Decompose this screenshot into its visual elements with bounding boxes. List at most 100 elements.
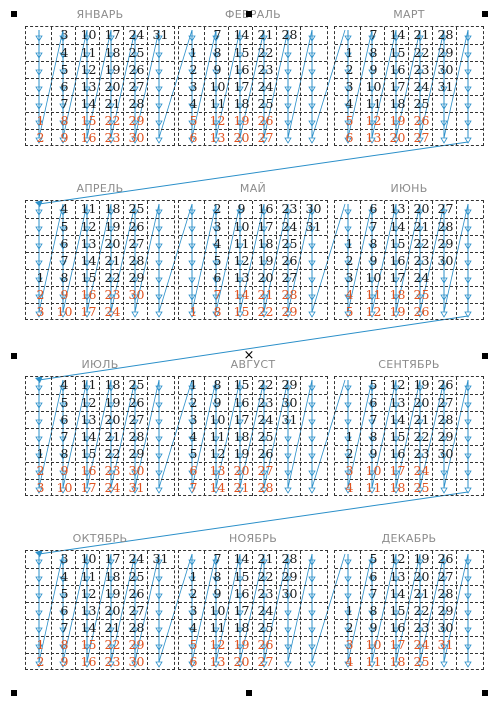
day-cell[interactable]: 29 [128, 270, 145, 285]
day-cell[interactable]: 14 [80, 96, 97, 111]
day-cell[interactable]: 13 [233, 270, 250, 285]
day-cell[interactable]: 6 [213, 270, 222, 285]
day-cell[interactable]: 24 [128, 551, 145, 566]
day-cell[interactable]: 2 [189, 62, 198, 77]
day-cell[interactable]: 14 [389, 412, 406, 427]
day-cell[interactable]: 17 [389, 79, 406, 94]
day-cell[interactable]: 7 [213, 287, 222, 302]
day-cell[interactable]: 15 [80, 113, 97, 128]
day-cell[interactable]: 13 [209, 463, 226, 478]
day-cell[interactable] [339, 377, 360, 393]
day-cell[interactable]: 9 [60, 130, 69, 145]
day-cell[interactable]: 15 [389, 236, 406, 251]
day-cell[interactable] [150, 429, 171, 445]
month-grid[interactable]: 3 10 17 24 31 4 11 18 25 5 12 19 26 6 13 20 27 7 14 21 28 1 8 1… [25, 26, 175, 146]
day-cell[interactable]: 23 [413, 620, 430, 635]
day-cell[interactable]: 20 [413, 395, 430, 410]
day-cell[interactable]: 18 [104, 45, 121, 60]
day-cell[interactable] [279, 79, 300, 95]
day-cell[interactable]: 20 [389, 130, 406, 145]
day-cell[interactable] [150, 586, 171, 602]
day-cell[interactable] [126, 304, 147, 320]
day-cell[interactable]: 9 [369, 253, 378, 268]
day-cell[interactable] [459, 45, 480, 61]
day-cell[interactable]: 24 [257, 79, 274, 94]
day-cell[interactable]: 9 [213, 586, 222, 601]
day-cell[interactable]: 28 [128, 253, 145, 268]
day-cell[interactable]: 14 [389, 219, 406, 234]
selection-handle-top-middle[interactable] [246, 11, 252, 17]
day-cell[interactable]: 18 [389, 96, 406, 111]
day-cell[interactable] [150, 287, 171, 303]
day-cell[interactable]: 22 [257, 304, 274, 319]
day-cell[interactable]: 9 [213, 62, 222, 77]
day-cell[interactable] [303, 96, 324, 112]
day-cell[interactable] [279, 130, 300, 146]
day-cell[interactable] [303, 130, 324, 146]
day-cell[interactable] [30, 201, 51, 217]
day-cell[interactable]: 24 [413, 270, 430, 285]
day-cell[interactable]: 10 [209, 412, 226, 427]
day-cell[interactable]: 27 [128, 79, 145, 94]
day-cell[interactable] [435, 480, 456, 496]
day-cell[interactable]: 13 [80, 236, 97, 251]
day-cell[interactable]: 19 [413, 377, 430, 392]
day-cell[interactable]: 4 [345, 287, 354, 302]
day-cell[interactable]: 18 [233, 620, 250, 635]
day-cell[interactable]: 26 [128, 219, 145, 234]
day-cell[interactable]: 21 [104, 620, 121, 635]
day-cell[interactable] [30, 377, 51, 393]
day-cell[interactable] [30, 620, 51, 636]
day-cell[interactable]: 21 [413, 586, 430, 601]
day-cell[interactable]: 30 [437, 620, 454, 635]
day-cell[interactable]: 8 [213, 304, 222, 319]
day-cell[interactable]: 14 [80, 429, 97, 444]
selection-handle-bottom-middle[interactable] [246, 690, 252, 696]
month-grid[interactable]: 7 14 21 28 1 8 15 22 2 9 16 23 3 10 17 24 4 11 18 25 5 12 19 26… [178, 26, 328, 146]
day-cell[interactable]: 9 [60, 463, 69, 478]
day-cell[interactable] [279, 96, 300, 112]
day-cell[interactable]: 18 [257, 236, 274, 251]
day-cell[interactable]: 5 [369, 377, 378, 392]
day-cell[interactable]: 10 [365, 463, 382, 478]
day-cell[interactable] [279, 603, 300, 619]
day-cell[interactable]: 8 [369, 45, 378, 60]
day-cell[interactable]: 23 [104, 463, 121, 478]
day-cell[interactable]: 22 [413, 236, 430, 251]
day-cell[interactable]: 22 [257, 45, 274, 60]
day-cell[interactable] [30, 79, 51, 95]
day-cell[interactable]: 5 [369, 551, 378, 566]
day-cell[interactable]: 19 [233, 113, 250, 128]
month-grid[interactable]: 2 9 16 23 30 3 10 17 24 31 4 11 18 25 5 12 19 26 6 13 20 27 7 1… [178, 200, 328, 320]
day-cell[interactable]: 24 [281, 219, 298, 234]
day-cell[interactable] [459, 637, 480, 653]
day-cell[interactable] [459, 446, 480, 462]
day-cell[interactable] [279, 446, 300, 462]
day-cell[interactable] [150, 270, 171, 286]
day-cell[interactable]: 12 [80, 395, 97, 410]
day-cell[interactable]: 1 [189, 377, 198, 392]
day-cell[interactable]: 12 [80, 586, 97, 601]
day-cell[interactable]: 14 [233, 287, 250, 302]
day-cell[interactable]: 22 [104, 113, 121, 128]
day-cell[interactable]: 21 [413, 412, 430, 427]
day-cell[interactable]: 10 [365, 270, 382, 285]
day-cell[interactable] [459, 551, 480, 567]
day-cell[interactable] [150, 219, 171, 235]
day-cell[interactable] [303, 27, 324, 43]
day-cell[interactable]: 8 [60, 637, 69, 652]
day-cell[interactable]: 2 [36, 130, 45, 145]
day-cell[interactable] [150, 412, 171, 428]
day-cell[interactable] [279, 45, 300, 61]
day-cell[interactable]: 19 [389, 113, 406, 128]
day-cell[interactable]: 24 [413, 79, 430, 94]
day-cell[interactable]: 24 [413, 463, 430, 478]
day-cell[interactable] [339, 27, 360, 43]
day-cell[interactable]: 29 [281, 377, 298, 392]
day-cell[interactable]: 8 [213, 45, 222, 60]
day-cell[interactable]: 12 [209, 446, 226, 461]
day-cell[interactable]: 25 [128, 201, 145, 216]
day-cell[interactable]: 15 [80, 637, 97, 652]
day-cell[interactable]: 18 [104, 377, 121, 392]
day-cell[interactable]: 3 [345, 637, 354, 652]
